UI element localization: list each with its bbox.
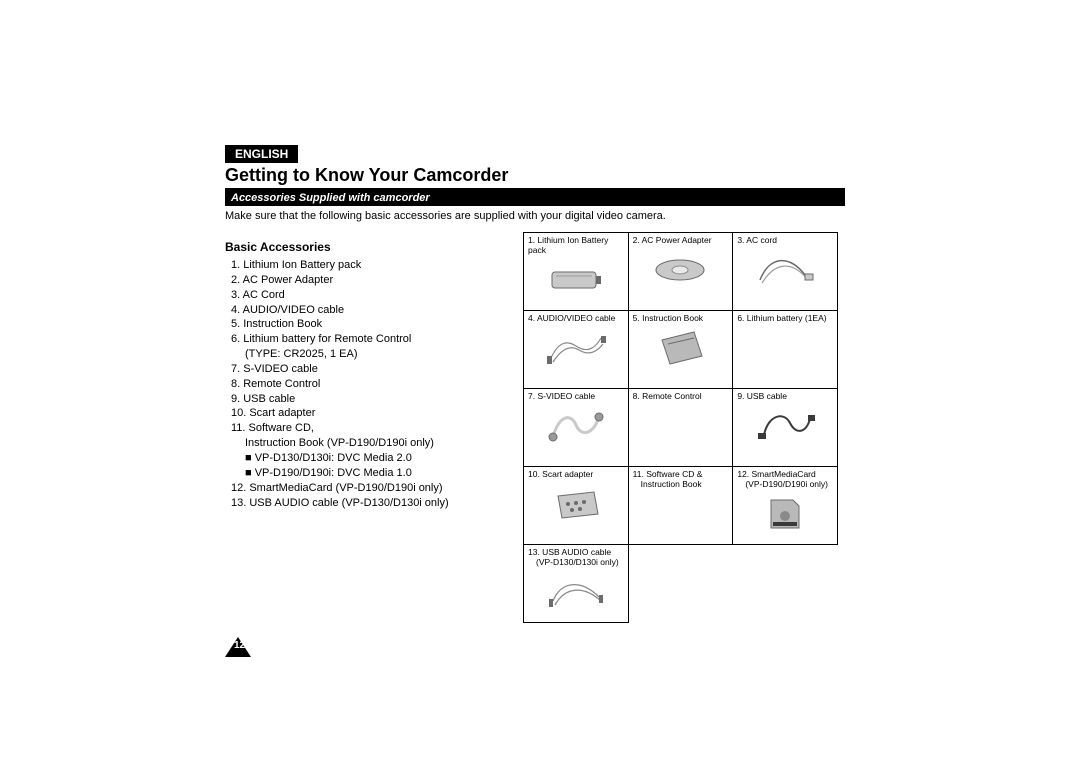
cell-label: 6. Lithium battery (1EA): [737, 314, 833, 324]
cell-label: 3. AC cord: [737, 236, 833, 246]
list-item: 13. USB AUDIO cable (VP-D130/D130i only): [231, 496, 505, 511]
battery-icon: [528, 256, 624, 304]
list-item-sub: (TYPE: CR2025, 1 EA): [231, 347, 505, 362]
table-row: 4. AUDIO/VIDEO cable 5. Instruction Book: [524, 311, 838, 389]
smartmedia-icon: [737, 490, 833, 538]
cell-label-sub: (VP-D190/D190i only): [737, 480, 833, 490]
cell-label: 2. AC Power Adapter: [633, 236, 729, 246]
page-number: 12: [234, 640, 245, 651]
cell-label: 1. Lithium Ion Battery pack: [528, 236, 624, 256]
accessory-list: 1. Lithium Ion Battery pack 2. AC Power …: [225, 258, 505, 510]
list-item: 9. USB cable: [231, 392, 505, 407]
list-item: 12. SmartMediaCard (VP-D190/D190i only): [231, 481, 505, 496]
cell-label: 10. Scart adapter: [528, 470, 624, 480]
av-cable-icon: [528, 324, 624, 372]
list-item-sub: Instruction Book (VP-D190/D190i only): [231, 436, 505, 451]
usb-cable-icon: [737, 402, 833, 450]
cell-label: 7. S-VIDEO cable: [528, 392, 624, 402]
cord-icon: [737, 246, 833, 294]
cell-label-sub: Instruction Book: [633, 480, 729, 490]
cell-label: 9. USB cable: [737, 392, 833, 402]
cell-scart: 10. Scart adapter: [524, 467, 629, 545]
cell-usb-audio: 13. USB AUDIO cable (VP-D130/D130i only): [524, 545, 629, 623]
accessory-grid-column: 1. Lithium Ion Battery pack 2. AC Power …: [523, 232, 838, 623]
list-item: 6. Lithium battery for Remote Control: [231, 332, 505, 347]
audio-cable-icon: [528, 568, 624, 616]
manual-page: ENGLISH Getting to Know Your Camcorder A…: [225, 145, 845, 659]
list-item: 4. AUDIO/VIDEO cable: [231, 303, 505, 318]
list-item-bullet: ■ VP-D190/D190i: DVC Media 1.0: [231, 466, 505, 481]
cell-label: 5. Instruction Book: [633, 314, 729, 324]
book-icon: [633, 324, 729, 372]
adapter-icon: [633, 246, 729, 294]
page-title: Getting to Know Your Camcorder: [225, 165, 845, 186]
content-columns: Basic Accessories 1. Lithium Ion Battery…: [225, 232, 845, 623]
table-row: 10. Scart adapter: [524, 467, 838, 545]
cell-ac-adapter: 2. AC Power Adapter: [628, 233, 733, 311]
cell-instruction-book: 5. Instruction Book: [628, 311, 733, 389]
cell-battery: 1. Lithium Ion Battery pack: [524, 233, 629, 311]
list-item: 8. Remote Control: [231, 377, 505, 392]
svideo-cable-icon: [528, 402, 624, 450]
cell-smartmedia: 12. SmartMediaCard (VP-D190/D190i only): [733, 467, 838, 545]
accessory-table: 1. Lithium Ion Battery pack 2. AC Power …: [523, 232, 838, 623]
language-tab: ENGLISH: [225, 145, 298, 163]
list-item: 11. Software CD,: [231, 421, 505, 436]
list-item: 1. Lithium Ion Battery pack: [231, 258, 505, 273]
table-row: 1. Lithium Ion Battery pack 2. AC Power …: [524, 233, 838, 311]
empty-cell: [628, 545, 733, 623]
list-item: 3. AC Cord: [231, 288, 505, 303]
scart-icon: [528, 480, 624, 528]
remote-icon: [633, 402, 729, 450]
list-item: 7. S-VIDEO cable: [231, 362, 505, 377]
cell-lithium-battery: 6. Lithium battery (1EA): [733, 311, 838, 389]
table-row: 7. S-VIDEO cable 8. Remote Control: [524, 389, 838, 467]
cell-av-cable: 4. AUDIO/VIDEO cable: [524, 311, 629, 389]
cd-icon: [633, 490, 729, 538]
cell-label: 8. Remote Control: [633, 392, 729, 402]
empty-cell: [733, 545, 838, 623]
cell-ac-cord: 3. AC cord: [733, 233, 838, 311]
intro-text: Make sure that the following basic acces…: [225, 210, 845, 222]
page-number-badge: 12: [225, 637, 257, 659]
cell-label: 4. AUDIO/VIDEO cable: [528, 314, 624, 324]
cell-usb: 9. USB cable: [733, 389, 838, 467]
cell-remote: 8. Remote Control: [628, 389, 733, 467]
list-item: 10. Scart adapter: [231, 406, 505, 421]
table-row: 13. USB AUDIO cable (VP-D130/D130i only): [524, 545, 838, 623]
cell-svideo: 7. S-VIDEO cable: [524, 389, 629, 467]
list-item: 2. AC Power Adapter: [231, 273, 505, 288]
list-item: 5. Instruction Book: [231, 317, 505, 332]
accessory-list-column: Basic Accessories 1. Lithium Ion Battery…: [225, 232, 505, 623]
cell-label-sub: (VP-D130/D130i only): [528, 558, 624, 568]
basic-accessories-heading: Basic Accessories: [225, 240, 505, 254]
coin-battery-icon: [737, 324, 833, 372]
cell-software-cd: 11. Software CD & Instruction Book: [628, 467, 733, 545]
list-item-bullet: ■ VP-D130/D130i: DVC Media 2.0: [231, 451, 505, 466]
section-subtitle: Accessories Supplied with camcorder: [225, 190, 845, 206]
